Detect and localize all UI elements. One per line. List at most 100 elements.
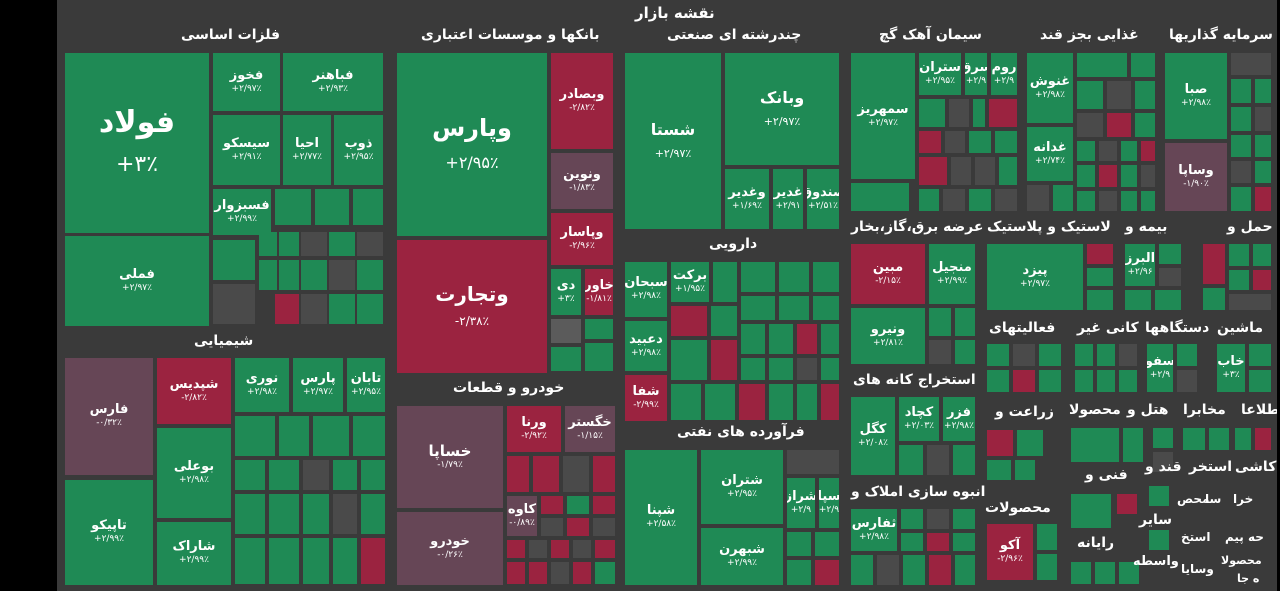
stock-tile[interactable] [1119,562,1139,584]
stock-tile[interactable] [797,324,817,354]
stock-tile[interactable] [593,496,615,514]
stock-tile[interactable] [995,131,1017,153]
stock-tile[interactable] [1071,428,1119,462]
stock-tile[interactable] [1077,53,1127,77]
stock-tile[interactable] [813,296,839,320]
stock-tile[interactable] [507,540,525,558]
stock-tile[interactable] [987,344,1009,366]
stock-tile[interactable] [301,294,327,324]
stock-tile[interactable] [987,370,1009,392]
stock-tile[interactable] [769,324,793,354]
stock-tile[interactable] [741,262,775,292]
tile-kaveh[interactable]: کاوه -۰/۸۹٪ [507,496,537,536]
stock-tile[interactable] [929,308,951,336]
tile-fazar[interactable]: فزر +۲/۹۸٪ [943,397,975,441]
tile-khegester[interactable]: خگستر -۱/۱۵٪ [565,406,615,452]
tile-vanovin[interactable]: ونوین -۱/۸۳٪ [551,153,613,209]
stock-tile[interactable] [1155,290,1181,310]
stock-tile[interactable] [919,99,945,127]
stock-tile[interactable] [1039,344,1061,366]
stock-tile[interactable] [943,189,965,211]
stock-tile[interactable] [1177,344,1197,366]
stock-tile[interactable] [1099,191,1117,211]
stock-tile[interactable] [353,189,383,225]
stock-tile[interactable] [1141,165,1155,187]
tile-fakhuz[interactable]: فخوز +۲/۹۷٪ [213,53,280,111]
stock-tile[interactable] [877,555,899,585]
stock-tile[interactable] [333,460,357,490]
stock-tile[interactable] [1123,428,1143,462]
stock-tile[interactable] [551,562,569,584]
tile-safa[interactable]: سفو +۲/۹ [1147,344,1173,392]
stock-tile[interactable] [815,560,839,585]
stock-tile[interactable] [235,416,275,456]
stock-tile[interactable] [1249,344,1271,366]
stock-tile[interactable] [567,496,589,514]
tile-shebahran[interactable]: شبهرن +۲/۹۹٪ [701,528,783,585]
stock-tile[interactable] [329,294,355,324]
stock-tile[interactable] [507,562,525,584]
stock-tile[interactable] [213,240,255,280]
stock-tile[interactable] [1231,107,1251,131]
stock-tile[interactable] [787,532,811,556]
stock-tile[interactable] [953,509,975,529]
stock-tile[interactable] [899,445,923,475]
tile-sepesco[interactable]: سیسکو +۲/۹۱٪ [213,115,280,185]
stock-tile[interactable] [1077,141,1095,161]
stock-tile[interactable] [213,284,255,324]
stock-tile[interactable] [1077,165,1095,187]
stock-tile[interactable] [779,296,809,320]
stock-tile[interactable] [741,324,765,354]
stock-tile[interactable] [1149,486,1169,506]
tile-vaghadir[interactable]: وغدیر +۱/۶۹٪ [725,169,769,229]
stock-tile[interactable] [1107,113,1131,137]
stock-tile[interactable] [1077,113,1103,137]
stock-tile[interactable] [813,262,839,292]
tile-vatejarat[interactable]: وتجارت -۲/۳۸٪ [397,240,547,373]
tile-khodro[interactable]: خودرو -۰/۲۶٪ [397,512,503,585]
stock-tile[interactable] [1037,524,1057,550]
stock-tile[interactable] [595,562,615,584]
stock-tile[interactable] [821,324,839,354]
tile-shafa[interactable]: شفا -۲/۹۹٪ [625,375,667,421]
tile-di[interactable]: دی +۳٪ [551,269,581,315]
tile-fars[interactable]: فارس -۰/۳۲٪ [65,358,153,475]
stock-tile[interactable] [529,562,547,584]
stock-tile[interactable] [1255,187,1271,211]
stock-tile[interactable] [357,294,383,324]
stock-tile[interactable] [951,157,971,185]
stock-tile[interactable] [927,509,949,529]
stock-tile[interactable] [1153,452,1173,472]
stock-tile[interactable] [1255,161,1271,183]
stock-tile[interactable] [1053,185,1073,211]
stock-tile[interactable] [1183,428,1205,450]
stock-tile[interactable] [585,343,613,371]
stock-tile[interactable] [1203,288,1225,310]
stock-tile[interactable] [987,460,1011,480]
stock-tile[interactable] [815,532,839,556]
tile-srum[interactable]: روم +۲/۹ [991,53,1017,95]
stock-tile[interactable] [769,358,793,380]
stock-tile[interactable] [1013,344,1035,366]
tile-shiraz[interactable]: شراز +۲/۹ [787,478,815,528]
stock-tile[interactable] [1097,344,1115,366]
stock-tile[interactable] [741,296,775,320]
stock-tile[interactable] [269,494,299,534]
stock-tile[interactable] [1097,370,1115,392]
tile-shana[interactable]: شپنا +۲/۵۸٪ [625,450,697,585]
stock-tile[interactable] [541,496,563,514]
stock-tile[interactable] [1071,494,1111,528]
stock-tile[interactable] [507,456,529,492]
stock-tile[interactable] [671,384,701,420]
stock-tile[interactable] [235,494,265,534]
stock-tile[interactable] [269,460,299,490]
stock-tile[interactable] [903,555,925,585]
stock-tile[interactable] [1039,370,1061,392]
tile-khsapa[interactable]: خساپا -۱/۷۹٪ [397,406,503,508]
stock-tile[interactable] [1075,344,1093,366]
stock-tile[interactable] [1153,428,1173,448]
stock-tile[interactable] [303,538,329,584]
stock-tile[interactable] [927,445,949,475]
tile-sepahrizan[interactable]: سمهریز +۲/۹۷٪ [851,53,915,179]
stock-tile[interactable] [1037,554,1057,580]
